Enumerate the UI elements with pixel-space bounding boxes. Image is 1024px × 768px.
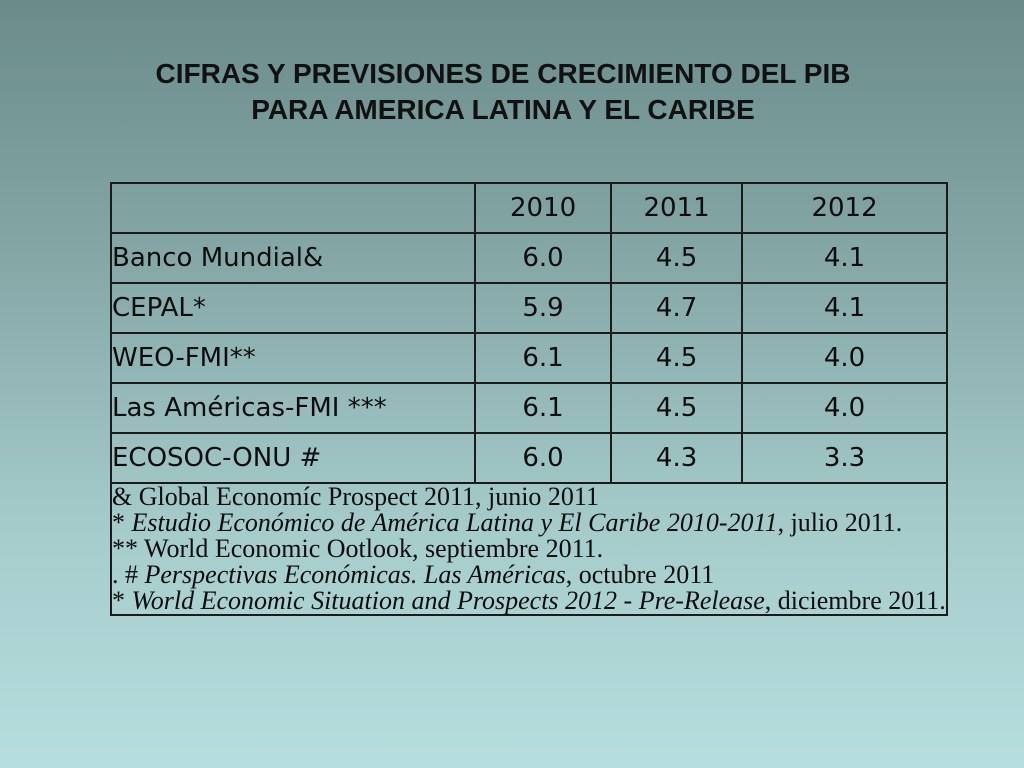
row-label: WEO-FMI** — [109, 332, 477, 384]
table-cell: 5.9 — [474, 282, 612, 334]
slide-title-line-1: CIFRAS Y PREVISIONES DE CRECIMIENTO DEL … — [155, 58, 851, 89]
slide-title-line-2: PARA AMERICA LATINA Y EL CARIBE — [251, 94, 755, 125]
note-text: , julio 2011. — [777, 508, 903, 537]
year-header-2011: 2011 — [609, 182, 744, 234]
row-label: Banco Mundial& — [109, 232, 477, 284]
source-note: & Global Economíc Prospect 2011, junio 2… — [112, 484, 946, 510]
table-cell: 4.3 — [609, 432, 744, 484]
row-label: ECOSOC-ONU # — [109, 432, 477, 484]
table-cell: 6.1 — [474, 332, 612, 384]
table-corner-cell — [109, 182, 477, 234]
note-marker: . # — [112, 560, 145, 589]
table-cell: 3.3 — [741, 432, 948, 484]
table-cell: 4.5 — [609, 332, 744, 384]
table-cell: 4.0 — [741, 332, 948, 384]
note-marker: * — [112, 586, 132, 615]
year-header-2010: 2010 — [474, 182, 612, 234]
table-row: Banco Mundial& 6.0 4.5 4.1 — [109, 232, 948, 284]
table-row: Las Américas-FMI *** 6.1 4.5 4.0 — [109, 382, 948, 434]
notes-row: & Global Economíc Prospect 2011, junio 2… — [110, 482, 948, 616]
source-note: * Estudio Económico de América Latina y … — [112, 510, 946, 536]
table-cell: 4.1 — [741, 232, 948, 284]
source-note: ** World Economic Ootlook, septiembre 20… — [112, 536, 946, 562]
slide-title: CIFRAS Y PREVISIONES DE CRECIMIENTO DEL … — [0, 56, 1006, 128]
note-text: World Economic Ootlook, septiembre 2011. — [144, 534, 604, 563]
table-header-row: 2010 2011 2012 — [109, 182, 948, 234]
table-cell: 6.1 — [474, 382, 612, 434]
source-notes: & Global Economíc Prospect 2011, junio 2… — [110, 482, 948, 616]
note-text: , diciembre 2011. — [764, 586, 946, 615]
note-marker: * — [112, 508, 132, 537]
note-title: Perspectivas Económicas. Las Américas — [144, 560, 566, 589]
table-row: CEPAL* 5.9 4.7 4.1 — [109, 282, 948, 334]
note-title: Estudio Económico de América Latina y El… — [131, 508, 778, 537]
source-note: . # Perspectivas Económicas. Las América… — [112, 562, 946, 588]
note-marker: ** — [112, 534, 145, 563]
table-cell: 4.0 — [741, 382, 948, 434]
row-label: Las Américas-FMI *** — [109, 382, 477, 434]
source-note: * World Economic Situation and Prospects… — [112, 588, 946, 614]
table-cell: 6.0 — [474, 232, 612, 284]
note-marker: & — [112, 482, 139, 511]
note-text: Global Economíc Prospect 2011, junio 201… — [138, 482, 599, 511]
row-label: CEPAL* — [109, 282, 477, 334]
note-text: , octubre 2011 — [565, 560, 715, 589]
note-title: World Economic Situation and Prospects 2… — [131, 586, 765, 615]
table-cell: 6.0 — [474, 432, 612, 484]
table-cell: 4.5 — [609, 382, 744, 434]
table-cell: 4.5 — [609, 232, 744, 284]
table-row: WEO-FMI** 6.1 4.5 4.0 — [109, 332, 948, 384]
year-header-2012: 2012 — [741, 182, 948, 234]
table-row: ECOSOC-ONU # 6.0 4.3 3.3 — [109, 432, 948, 484]
gdp-growth-table: 2010 2011 2012 Banco Mundial& 6.0 4.5 4.… — [109, 182, 948, 616]
table-cell: 4.1 — [741, 282, 948, 334]
table-cell: 4.7 — [609, 282, 744, 334]
